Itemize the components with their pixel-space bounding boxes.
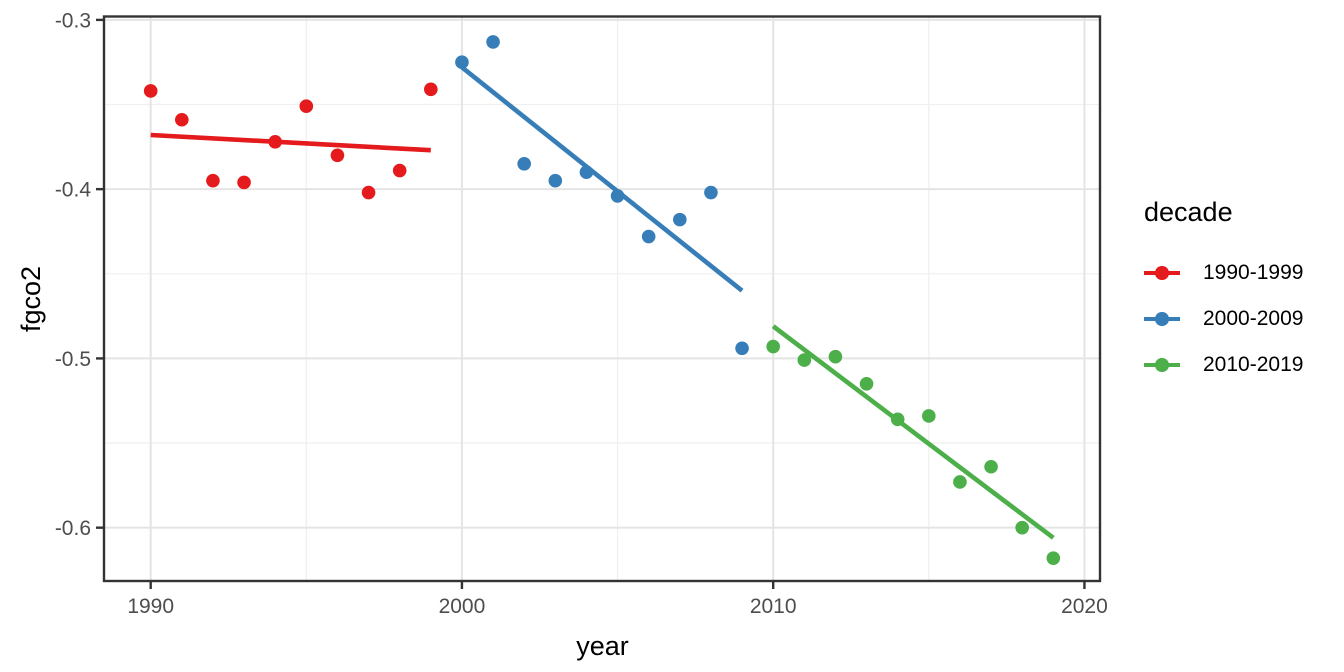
data-point (517, 156, 531, 171)
trend-line (150, 132, 431, 153)
legend-key-dot-icon (1155, 266, 1169, 280)
data-point (548, 173, 563, 188)
x-axis-title: year (576, 631, 629, 661)
legend-item-label: 2000-2009 (1203, 307, 1304, 330)
data-point (361, 185, 376, 200)
legend: decade 1990-1999 2000-2009 2010-2019 (1144, 197, 1303, 396)
data-point (673, 212, 687, 227)
data-point (735, 341, 749, 356)
legend-items: 1990-1999 2000-2009 2010-2019 (1144, 258, 1303, 380)
legend-item: 2000-2009 (1144, 304, 1303, 334)
data-point (953, 475, 967, 489)
legend-item: 1990-1999 (1144, 258, 1303, 288)
data-point (859, 377, 874, 391)
x-tick-label: 2000 (439, 595, 486, 618)
data-point (922, 409, 936, 423)
y-tick-label: -0.3 (55, 9, 91, 32)
y-tick-label: -0.6 (55, 517, 91, 540)
data-point (175, 112, 189, 127)
y-axis-title: fgco2 (16, 265, 46, 332)
data-point (641, 229, 656, 244)
data-point (455, 55, 469, 70)
data-point (486, 35, 500, 49)
trend-line (771, 324, 1055, 540)
legend-item-label: 2010-2019 (1203, 353, 1304, 376)
y-tick-label: -0.5 (55, 348, 91, 371)
data-point (1046, 551, 1061, 565)
legend-key-glyph (1144, 357, 1180, 373)
data-point (704, 185, 718, 200)
legend-key-glyph (1144, 311, 1180, 327)
data-point (1015, 520, 1029, 535)
x-tick-label: 1990 (127, 595, 174, 618)
legend-item: 2010-2019 (1144, 350, 1303, 380)
data-point (206, 173, 220, 188)
legend-key-dot-icon (1155, 312, 1169, 326)
legend-key-dot-icon (1155, 358, 1169, 372)
x-tick-label: 2010 (750, 595, 797, 618)
data-point (392, 163, 407, 178)
data-point (237, 175, 251, 190)
data-point (143, 84, 158, 98)
data-point (797, 353, 812, 367)
y-tick-label: -0.4 (55, 179, 92, 202)
legend-item-label: 1990-1999 (1203, 261, 1304, 284)
data-point (984, 459, 998, 474)
data-point (766, 339, 780, 354)
trend-line (460, 65, 744, 293)
data-point (828, 349, 843, 364)
legend-key-glyph (1144, 265, 1180, 281)
x-tick-label: 2020 (1061, 595, 1108, 618)
legend-title: decade (1144, 197, 1233, 227)
data-point (330, 148, 345, 163)
panel-border (102, 15, 1102, 583)
data-point (299, 99, 314, 114)
data-point (424, 82, 438, 97)
